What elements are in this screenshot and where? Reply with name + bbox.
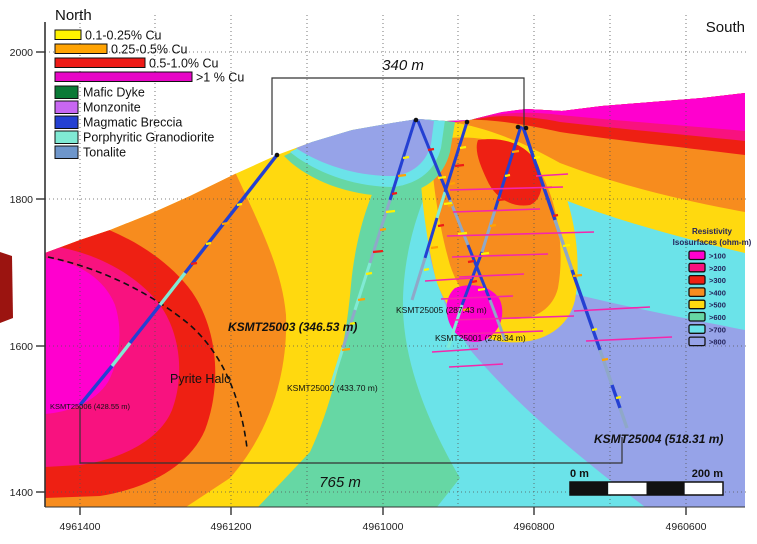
resistivity-swatch-0	[688, 250, 706, 261]
x-tick-4961200: 4961200	[211, 521, 252, 533]
resistivity-swatch-4	[688, 299, 706, 310]
resistivity-label-7: >800	[709, 338, 726, 347]
drill-label-ksmt25003: KSMT25003 (346.53 m)	[228, 320, 357, 334]
resistivity-field	[45, 93, 745, 507]
cu-swatch-2	[54, 57, 146, 68]
measurement-brackets	[79, 77, 623, 464]
rock-label-3: Porphyritic Granodiorite	[83, 131, 214, 145]
resistivity-swatch-2	[688, 274, 706, 285]
cu-swatch-1	[54, 43, 108, 54]
drill-collars	[274, 117, 529, 158]
rock-swatch-2	[54, 115, 79, 129]
rock-swatch-3	[54, 130, 79, 144]
rock-label-1: Monzonite	[83, 101, 141, 115]
resistivity-swatch-7	[688, 336, 706, 347]
resistivity-legend-title-2: Isosurfaces (ohm-m)	[673, 238, 752, 247]
measurement-bottom-label: 765 m	[319, 474, 361, 491]
y-tick-1800: 1800	[10, 194, 34, 206]
rock-label-0: Mafic Dyke	[83, 86, 145, 100]
resistivity-swatch-3	[688, 287, 706, 298]
y-tick-1600: 1600	[10, 341, 34, 353]
cu-label-2: 0.5-1.0% Cu	[149, 57, 219, 71]
resistivity-label-6: >700	[709, 325, 726, 334]
cu-label-1: 0.25-0.5% Cu	[111, 43, 187, 57]
resistivity-label-1: >200	[709, 264, 726, 273]
drill-label-ksmt25006: KSMT25006 (428.55 m)	[50, 402, 131, 411]
drill-label-ksmt25004: KSMT25004 (518.31 m)	[594, 432, 723, 446]
y-tick-2000: 2000	[10, 47, 34, 59]
axes: 2000 1800 1600 1400 4961400 4961200 4961…	[10, 22, 745, 533]
drill-label-ksmt25005: KSMT25005 (287.43 m)	[396, 305, 487, 315]
cu-label-0: 0.1-0.25% Cu	[85, 29, 161, 43]
x-tick-4961000: 4961000	[363, 521, 404, 533]
resistivity-label-4: >500	[709, 301, 726, 310]
rock-label-2: Magmatic Breccia	[83, 116, 182, 130]
north-label: North	[55, 7, 92, 24]
x-tick-4961400: 4961400	[60, 521, 101, 533]
resistivity-legend-title-1: Resistivity	[692, 227, 733, 236]
section-edge-sliver	[0, 252, 13, 323]
cu-grade-legend: 0.1-0.25% Cu 0.25-0.5% Cu 0.5-1.0% Cu >1…	[54, 29, 244, 85]
south-label: South	[706, 19, 745, 36]
resistivity-swatch-1	[688, 262, 706, 273]
scale-end-label: 200 m	[692, 468, 723, 480]
high-grade-intercepts	[424, 173, 673, 368]
scale-bar: 0 m 200 m	[569, 468, 724, 496]
measurement-top-label: 340 m	[382, 57, 424, 74]
x-tick-4960600: 4960600	[666, 521, 707, 533]
rock-label-4: Tonalite	[83, 146, 126, 160]
x-tick-4960800: 4960800	[514, 521, 555, 533]
drill-label-ksmt25001: KSMT25001 (278.34 m)	[435, 333, 526, 343]
drill-traces	[78, 119, 629, 429]
drill-label-ksmt25002: KSMT25002 (433.70 m)	[287, 383, 378, 393]
rock-swatch-4	[54, 145, 79, 159]
resistivity-swatch-5	[688, 311, 706, 322]
pyrite-halo-label: Pyrite Halo	[170, 372, 231, 386]
cu-grade-ticks	[190, 145, 622, 400]
resistivity-legend: Resistivity Isosurfaces (ohm-m) >100 >200…	[673, 227, 752, 347]
cu-swatch-0	[54, 29, 82, 40]
rock-type-legend: Mafic Dyke Monzonite Magmatic Breccia Po…	[54, 85, 214, 160]
rock-swatch-1	[54, 100, 79, 114]
y-tick-1400: 1400	[10, 487, 34, 499]
scale-start-label: 0 m	[570, 468, 589, 480]
rock-swatch-0	[54, 85, 79, 99]
resistivity-label-0: >100	[709, 252, 726, 261]
resistivity-label-5: >600	[709, 313, 726, 322]
resistivity-label-2: >300	[709, 276, 726, 285]
cu-swatch-3	[54, 71, 193, 82]
cu-label-3: >1 % Cu	[196, 71, 244, 85]
resistivity-label-3: >400	[709, 288, 726, 297]
resistivity-swatch-6	[688, 324, 706, 334]
